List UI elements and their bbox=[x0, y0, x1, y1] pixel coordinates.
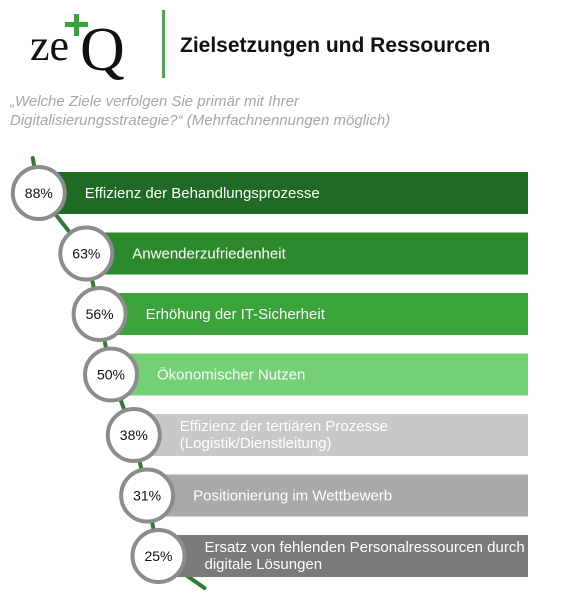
value-label: 63% bbox=[72, 246, 100, 262]
bar bbox=[99, 293, 528, 335]
value-circle bbox=[10, 165, 67, 221]
value-label: 56% bbox=[86, 306, 114, 322]
bar bbox=[38, 172, 529, 214]
value-label: 25% bbox=[144, 548, 172, 564]
bar-label: Erhöhung der IT-Sicherheit bbox=[146, 306, 326, 323]
svg-text:Q: Q bbox=[80, 16, 125, 82]
bar-label: Effizienz der Behandlungsprozesse bbox=[85, 185, 320, 202]
bar-label: Effizienz der tertiären Prozesse (Logisti… bbox=[180, 418, 388, 452]
bar-label: Positionierung im Wettbewerb bbox=[193, 488, 392, 505]
header-divider bbox=[162, 10, 165, 78]
value-circle bbox=[83, 346, 139, 403]
svg-text:ze: ze bbox=[30, 21, 69, 70]
bar bbox=[147, 474, 528, 517]
page-title: Zielsetzungen und Ressourcen bbox=[180, 34, 491, 57]
value-circle bbox=[105, 407, 162, 463]
bar-label: Ersatz von fehlenden Personalressourcen … bbox=[205, 539, 525, 573]
bar-label: Ökonomischer Nutzen bbox=[157, 366, 305, 384]
bar bbox=[111, 353, 528, 396]
value-label: 50% bbox=[97, 367, 125, 383]
value-label: 31% bbox=[133, 488, 161, 504]
value-circle bbox=[71, 286, 128, 342]
bar bbox=[158, 535, 528, 577]
value-label: 88% bbox=[25, 185, 53, 201]
survey-question: „Welche Ziele verfolgen Sie primär mit I… bbox=[10, 93, 391, 129]
bar bbox=[133, 414, 529, 456]
value-circle bbox=[58, 225, 115, 282]
value-label: 38% bbox=[120, 427, 148, 443]
zeq-logo: ze Q bbox=[28, 10, 158, 84]
bar bbox=[86, 232, 529, 275]
value-circle bbox=[119, 467, 176, 524]
value-circle bbox=[130, 528, 187, 584]
bar-label: Anwenderzufriedenheit bbox=[132, 246, 286, 263]
